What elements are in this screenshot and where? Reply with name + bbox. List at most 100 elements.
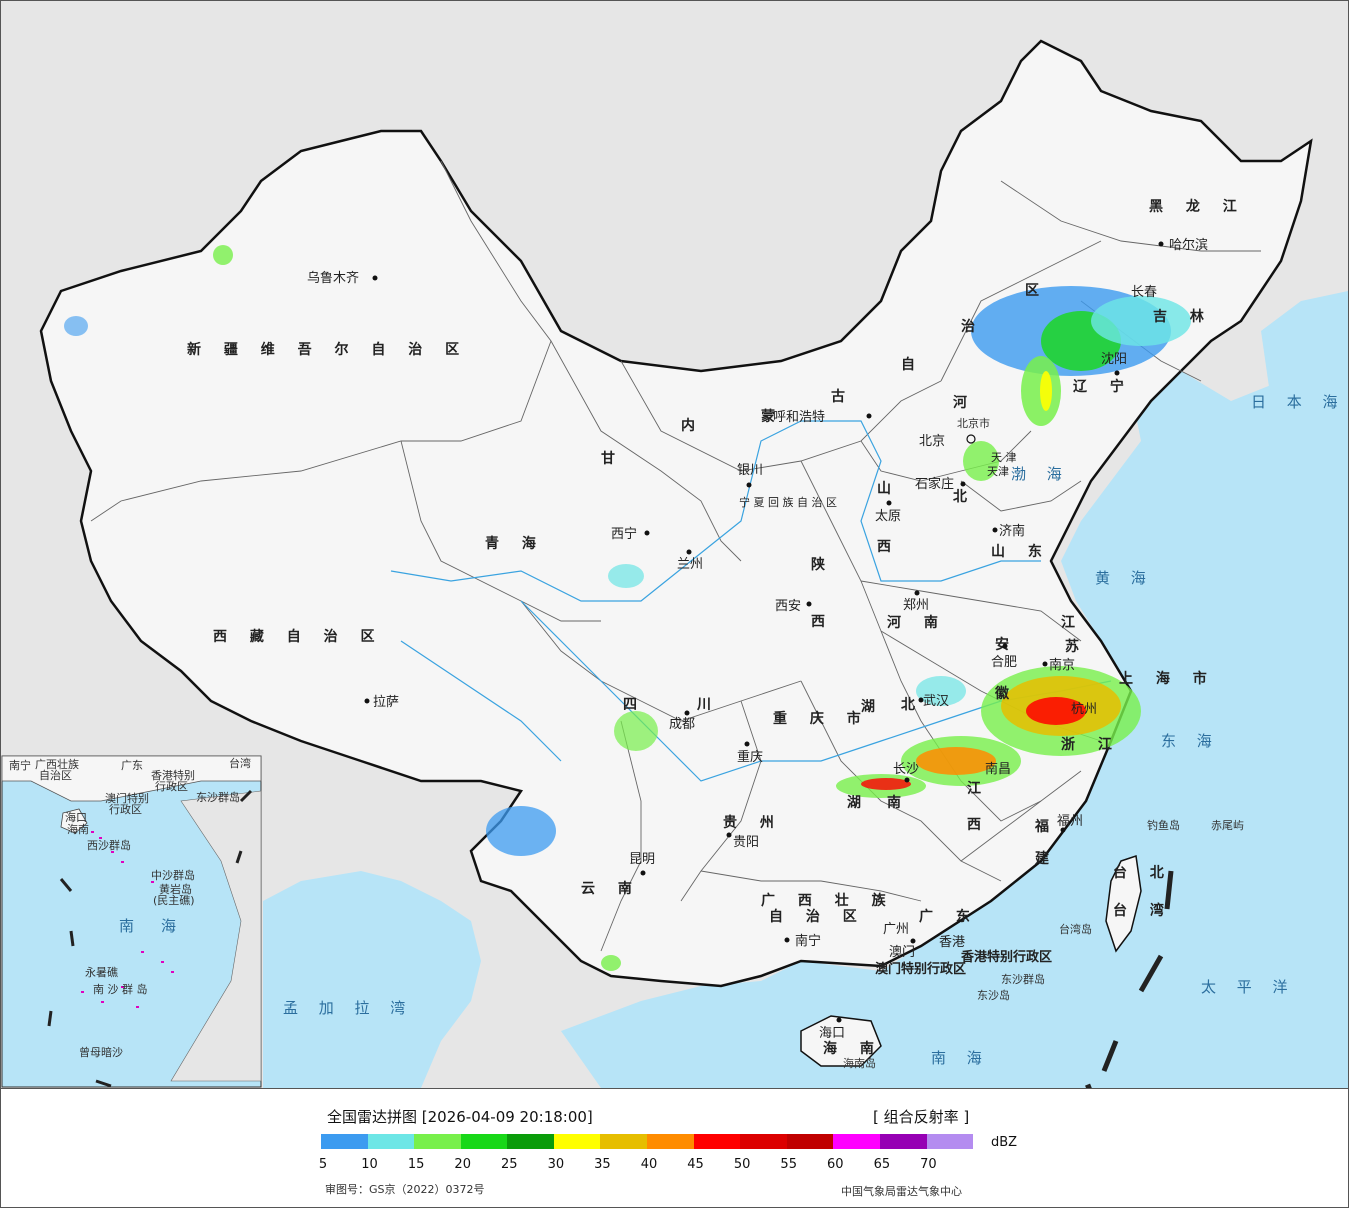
sea-pacific: 太 平 洋 [1201,978,1296,996]
scale-tick-label: 60 [827,1157,844,1172]
island-taiwan: 台湾岛 [1059,922,1092,936]
label-hu2: 湖 [847,795,870,811]
label-hui: 徽 [994,685,1018,702]
label-tianjin: 天 津 [991,451,1017,464]
south-china-sea-inset: 广西壮族 自治区 广东 澳门特别 行政区 香港特别 行政区 海口 海南 西沙群岛… [1,755,262,1088]
inset-dongsha: 东沙群岛 [196,790,240,804]
color-scale-bar [321,1134,974,1149]
scale-tick-label: 70 [920,1157,937,1172]
city-chongqing: 重庆 [737,749,763,765]
inset-hk-sar-2: 行政区 [155,779,188,793]
label-fu: 福 [1034,818,1058,835]
label-macau-sar: 澳门特别行政区 [875,961,966,977]
label-gu: 古 [831,388,854,405]
scale-tick-label: 40 [640,1157,658,1172]
city-changsha: 长沙 [893,762,919,777]
color-swatch-3 [460,1134,508,1149]
label-xi2: 西 [811,614,834,630]
color-swatch-1 [367,1134,415,1149]
label-he: 河 [953,394,976,411]
color-swatch-7 [647,1134,694,1149]
city-nanjing: 南京 [1049,657,1075,673]
label-hainan: 海 南 [823,1040,883,1057]
color-swatch-6 [600,1134,648,1149]
label-xi1: 西 [877,539,900,555]
city-fuzhou: 福州 [1057,814,1083,829]
scale-tick-label: 45 [687,1157,704,1172]
inset-nanning: 南宁 [9,758,31,772]
island-hainan: 海南岛 [843,1056,876,1070]
sea-east: 东 海 [1161,732,1220,750]
sea-labels: 日 本 海 渤 海 黄 海 东 海 太 平 洋 南 海 孟 加 拉 湾 [283,393,1338,1067]
city-hohhot: 呼和浩特 [773,410,825,425]
label-guangxi: 广 西 壮 族 [761,892,895,909]
city-jinan: 济南 [999,523,1025,539]
scale-tick-label: 55 [780,1157,797,1172]
label-qinghai: 青 海 [485,535,545,552]
color-swatch-12 [879,1134,927,1149]
label-yunnan: 云 南 [581,880,641,897]
island-dongsha-group: 东沙群岛 [1001,972,1045,986]
japan-sea [1261,291,1348,431]
scale-tick-label: 65 [873,1157,891,1172]
scale-tick-label: 30 [547,1157,565,1172]
inset-yongshu: 永暑礁 [85,965,118,979]
label-jiang: 江 [1061,614,1084,631]
organization-credit: 中国气象局雷达气象中心 [841,1185,962,1198]
city-labels: 乌鲁木齐 拉萨 西宁 兰州 银川 呼和浩特 北京 天津 石家庄 太原 济南 郑州… [307,237,1208,1041]
boundary-dashes [1085,870,1174,1088]
inset-guangdong: 广东 [121,759,143,772]
city-beijing-municipality: 北京市 [957,416,990,430]
review-number: 审图号：GS京（2022）0372号 [325,1183,485,1196]
label-su: 苏 [1065,638,1088,655]
inset-nan: 南 [119,917,142,935]
label-henan: 河 南 [887,614,947,631]
color-swatch-5 [553,1134,601,1149]
label-taiwan: 台 湾 [1113,902,1173,919]
city-nanchang: 南昌 [985,761,1011,777]
scale-tick-label: 25 [501,1157,518,1172]
label-guangdong: 广 东 [919,908,979,925]
label-nan: 南 [887,794,910,811]
city-guiyang: 贵阳 [733,835,759,850]
color-swatch-8 [693,1134,741,1149]
color-swatch-13 [926,1134,974,1149]
city-nanning: 南宁 [795,933,821,949]
radar-map: 新 疆 维 吾 尔 自 治 区 西 藏 自 治 区 青 海 甘 内 蒙 古 黑 … [1,1,1348,1088]
scale-tick-label: 15 [407,1157,425,1172]
radar-echoes [64,245,1191,971]
city-hefei: 合肥 [991,655,1017,670]
label-guangxi-2: 自 治 区 [769,908,866,925]
sea-yellow: 黄 海 [1095,569,1154,587]
inset-zhongsha: 中沙群岛 [151,868,195,882]
label-taibei: 台 北 [1113,864,1173,881]
label-chongqing: 重 庆 市 [773,710,870,727]
label-guizhou: 贵 州 [723,814,783,831]
label-gan: 甘 [601,450,624,467]
inset-macau-sar: 澳门特别 [105,791,149,805]
inset-guangxi: 广西壮族 [35,757,79,771]
label-heilongjiang: 黑 龙 江 [1149,198,1246,215]
inset-macau-sar-2: 行政区 [109,802,142,816]
city-shenyang: 沈阳 [1101,352,1127,367]
label-jilin: 吉 林 [1153,308,1213,325]
sea-south: 南 海 [931,1049,990,1067]
label-bei: 北 [953,489,976,505]
color-scale-ticks: 5 10 15 20 25 30 35 40 45 50 55 60 65 70 [318,1157,973,1173]
inset-hai: 海 [161,917,184,935]
scale-tick-label: 5 [318,1157,328,1172]
sea-bengal: 孟 加 拉 湾 [283,999,413,1017]
label-shanghai: 上 海 市 [1119,670,1216,687]
province-boundaries [90,160,1261,952]
label-xizang: 西 藏 自 治 区 [213,628,384,645]
scale-tick-label: 35 [594,1157,611,1172]
inset-nansha: 南 沙 群 岛 [93,982,148,996]
hainan-island [800,1015,882,1067]
label-bei2: 北 [901,697,924,713]
scale-tick-label: 20 [454,1157,471,1172]
legend-title: 全国雷达拼图 [2026-04-09 20:18:00] [327,1108,593,1126]
label-jiang2: 江 [967,780,990,797]
city-hongkong: 香港 [939,935,965,950]
province-labels: 新 疆 维 吾 尔 自 治 区 西 藏 自 治 区 青 海 甘 内 蒙 古 黑 … [187,198,1246,1057]
